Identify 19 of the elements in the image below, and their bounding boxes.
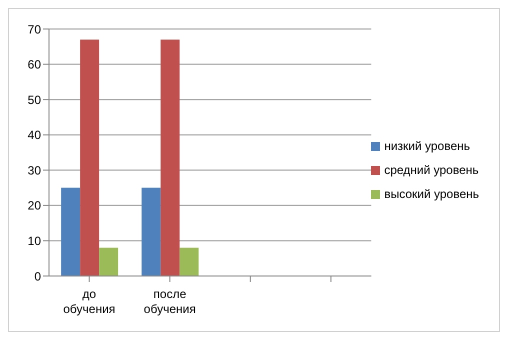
bar <box>80 40 100 276</box>
y-tick-label: 0 <box>34 269 42 284</box>
legend-label: высокий уровень <box>384 187 479 201</box>
y-tick-label: 40 <box>28 128 42 142</box>
y-tick-label: 10 <box>28 234 42 248</box>
x-tick-label: после обучения <box>144 287 196 316</box>
bar <box>61 188 80 276</box>
x-tick-label: до обучения <box>63 287 116 316</box>
legend-label: средний уровень <box>384 163 479 177</box>
bar <box>180 248 199 276</box>
bar <box>99 248 118 276</box>
y-tick-label: 30 <box>28 163 42 178</box>
y-tick-label: 20 <box>28 198 42 213</box>
y-tick-label: 60 <box>28 58 42 72</box>
bar <box>160 40 180 276</box>
legend-label: низкий уровень <box>384 139 470 153</box>
y-tick-label: 70 <box>28 22 42 36</box>
y-tick-label: 50 <box>28 92 42 107</box>
bar <box>142 188 161 276</box>
